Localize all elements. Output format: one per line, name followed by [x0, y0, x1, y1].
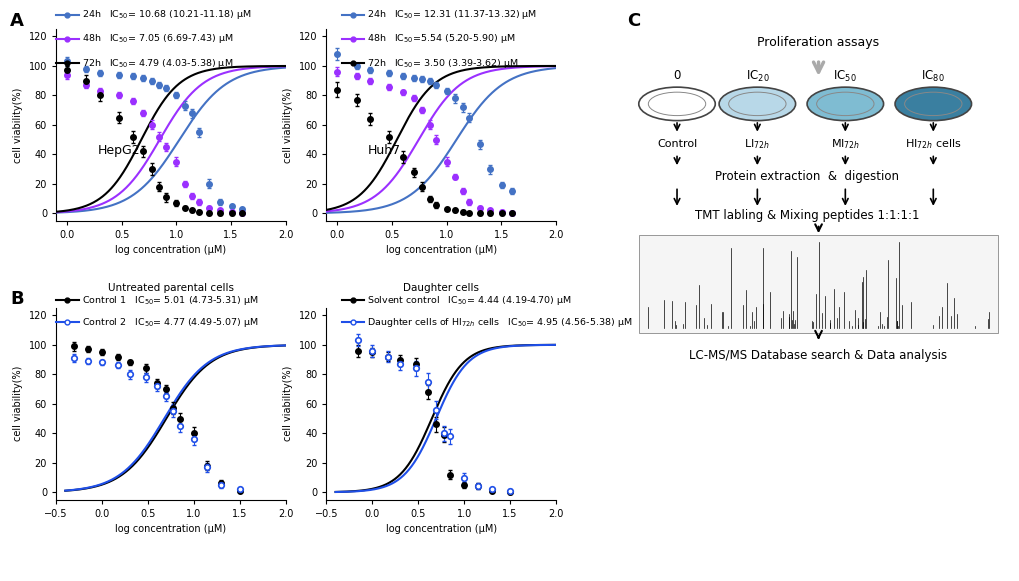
Ellipse shape	[638, 87, 714, 121]
X-axis label: log concentration (μM): log concentration (μM)	[385, 245, 496, 256]
Ellipse shape	[895, 87, 971, 121]
Text: HI$_{72h}$ cells: HI$_{72h}$ cells	[904, 137, 961, 151]
Ellipse shape	[648, 92, 705, 116]
Text: LC-MS/MS Database search & Data analysis: LC-MS/MS Database search & Data analysis	[689, 350, 947, 363]
Ellipse shape	[728, 92, 786, 116]
Y-axis label: cell viability(%): cell viability(%)	[283, 87, 293, 163]
Text: IC$_{80}$: IC$_{80}$	[920, 69, 945, 84]
Text: Solvent control   IC$_{50}$= 4.44 (4.19-4.70) μM: Solvent control IC$_{50}$= 4.44 (4.19-4.…	[367, 294, 572, 307]
Text: MI$_{72h}$: MI$_{72h}$	[829, 137, 859, 151]
Text: 72h   IC$_{50}$= 4.79 (4.03-5.38) μM: 72h IC$_{50}$= 4.79 (4.03-5.38) μM	[82, 57, 232, 70]
Text: 48h   IC$_{50}$= 7.05 (6.69-7.43) μM: 48h IC$_{50}$= 7.05 (6.69-7.43) μM	[82, 33, 233, 45]
Y-axis label: cell viability(%): cell viability(%)	[283, 366, 293, 442]
Text: 24h   IC$_{50}$= 12.31 (11.37-13.32) μM: 24h IC$_{50}$= 12.31 (11.37-13.32) μM	[367, 8, 537, 21]
Text: C: C	[627, 12, 640, 30]
Text: 72h   IC$_{50}$= 3.50 (3.39-3.62) μM: 72h IC$_{50}$= 3.50 (3.39-3.62) μM	[367, 57, 519, 70]
Text: IC$_{20}$: IC$_{20}$	[745, 69, 768, 84]
Text: Huh7: Huh7	[368, 144, 400, 157]
Text: Daughter cells of HI$_{72h}$ cells   IC$_{50}$= 4.95 (4.56-5.38) μM: Daughter cells of HI$_{72h}$ cells IC$_{…	[367, 316, 632, 329]
Text: IC$_{50}$: IC$_{50}$	[833, 69, 856, 84]
Text: HepG2: HepG2	[98, 144, 140, 157]
Text: Proliferation assays: Proliferation assays	[757, 36, 878, 49]
Ellipse shape	[806, 87, 882, 121]
Y-axis label: cell viability(%): cell viability(%)	[13, 87, 23, 163]
Text: LI$_{72h}$: LI$_{72h}$	[744, 137, 769, 151]
Text: 0: 0	[673, 70, 680, 83]
X-axis label: log concentration (μM): log concentration (μM)	[115, 245, 226, 256]
Text: B: B	[10, 290, 23, 309]
Text: Control: Control	[656, 139, 696, 149]
Ellipse shape	[904, 92, 961, 116]
Text: Control 1   IC$_{50}$= 5.01 (4.73-5.31) μM: Control 1 IC$_{50}$= 5.01 (4.73-5.31) μM	[82, 294, 258, 307]
Text: TMT labling & Mixing peptides 1:1:1:1: TMT labling & Mixing peptides 1:1:1:1	[694, 209, 918, 222]
Text: A: A	[10, 12, 24, 30]
X-axis label: log concentration (μM): log concentration (μM)	[115, 524, 226, 535]
Text: 24h   IC$_{50}$= 10.68 (10.21-11.18) μM: 24h IC$_{50}$= 10.68 (10.21-11.18) μM	[82, 8, 251, 21]
Y-axis label: cell viability(%): cell viability(%)	[13, 366, 23, 442]
Bar	[638, 235, 998, 332]
Text: Untreated parental cells: Untreated parental cells	[108, 282, 233, 293]
Ellipse shape	[718, 87, 795, 121]
Text: Control 2   IC$_{50}$= 4.77 (4.49-5.07) μM: Control 2 IC$_{50}$= 4.77 (4.49-5.07) μM	[82, 316, 258, 329]
Text: Protein extraction  &  digestion: Protein extraction & digestion	[714, 170, 898, 183]
Text: Daughter cells: Daughter cells	[403, 282, 479, 293]
X-axis label: log concentration (μM): log concentration (μM)	[385, 524, 496, 535]
Text: 48h   IC$_{50}$=5.54 (5.20-5.90) μM: 48h IC$_{50}$=5.54 (5.20-5.90) μM	[367, 33, 516, 45]
Ellipse shape	[816, 92, 873, 116]
